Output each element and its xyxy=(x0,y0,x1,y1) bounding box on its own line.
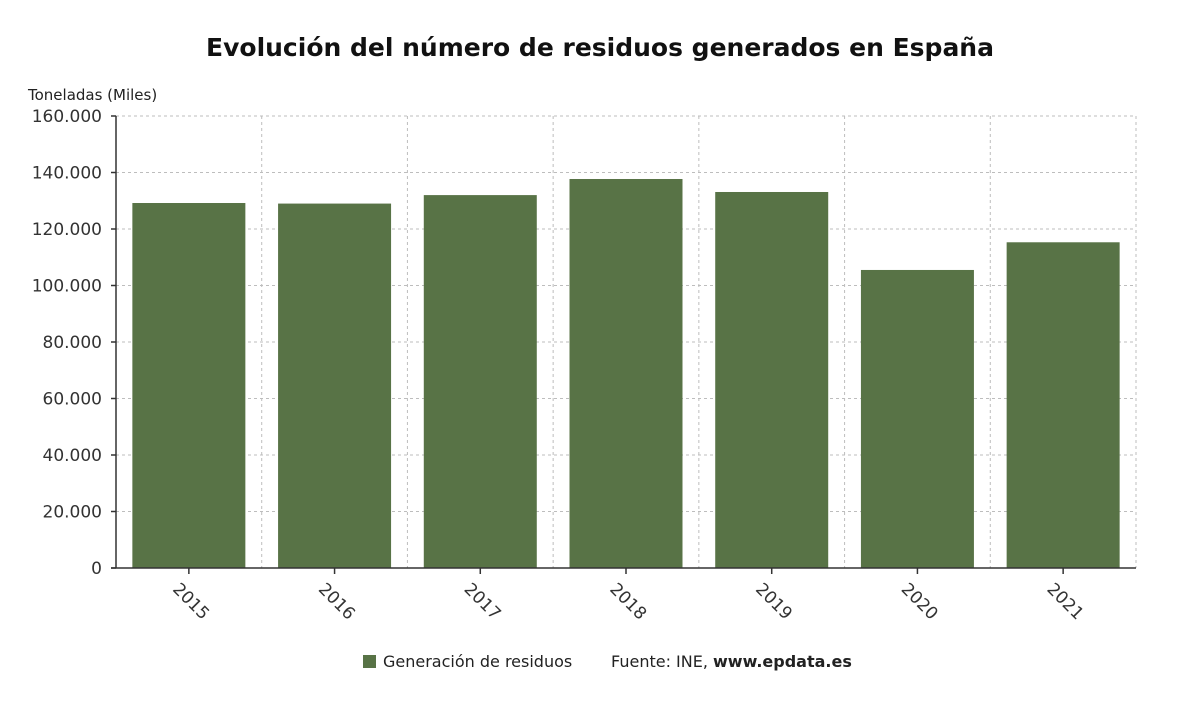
y-tick-label: 160.000 xyxy=(32,107,102,127)
x-tick-label-2018: 2018 xyxy=(605,579,650,624)
y-tick-label: 40.000 xyxy=(43,446,102,466)
bar-2016 xyxy=(278,203,392,568)
y-tick-label: 100.000 xyxy=(32,277,102,297)
y-tick-labels: 0 20.000 40.000 60.000 80.000 100.000 120.000 1… xyxy=(32,107,102,579)
x-tick-label-2019: 2019 xyxy=(751,579,796,624)
x-tick-label-2020: 2020 xyxy=(897,579,942,624)
y-tick-label: 0 xyxy=(91,559,102,579)
bar-2017 xyxy=(423,195,537,568)
x-tick-label-2017: 2017 xyxy=(460,579,505,624)
bars xyxy=(132,178,1120,568)
bar-2019 xyxy=(715,191,829,568)
y-tick-label: 20.000 xyxy=(43,503,102,523)
source-site: www.epdata.es xyxy=(713,652,852,671)
legend: Generación de residuos Fuente: INE, www.… xyxy=(363,652,852,671)
bar-2020 xyxy=(860,269,974,568)
x-tick-labels: 2015 2016 2017 2018 2019 2020 2021 xyxy=(168,579,1087,624)
y-axis-unit-label: Toneladas (Miles) xyxy=(27,86,157,104)
x-tick-label-2015: 2015 xyxy=(168,579,213,624)
y-tick-label: 60.000 xyxy=(43,390,102,410)
legend-swatch xyxy=(363,655,376,668)
y-tick-label: 80.000 xyxy=(43,333,102,353)
legend-label: Generación de residuos xyxy=(383,652,572,671)
source-prefix: Fuente: INE, xyxy=(611,652,713,671)
axes xyxy=(111,115,1136,574)
source-text: Fuente: INE, www.epdata.es xyxy=(611,652,852,671)
bar-2021 xyxy=(1006,242,1120,568)
bar-2018 xyxy=(569,178,683,568)
y-tick-label: 140.000 xyxy=(32,164,102,184)
x-tick-label-2021: 2021 xyxy=(1043,579,1088,624)
y-tick-label: 120.000 xyxy=(32,220,102,240)
bar-2015 xyxy=(132,203,246,568)
x-tick-label-2016: 2016 xyxy=(314,579,359,624)
chart-title: Evolución del número de residuos generad… xyxy=(206,33,994,62)
